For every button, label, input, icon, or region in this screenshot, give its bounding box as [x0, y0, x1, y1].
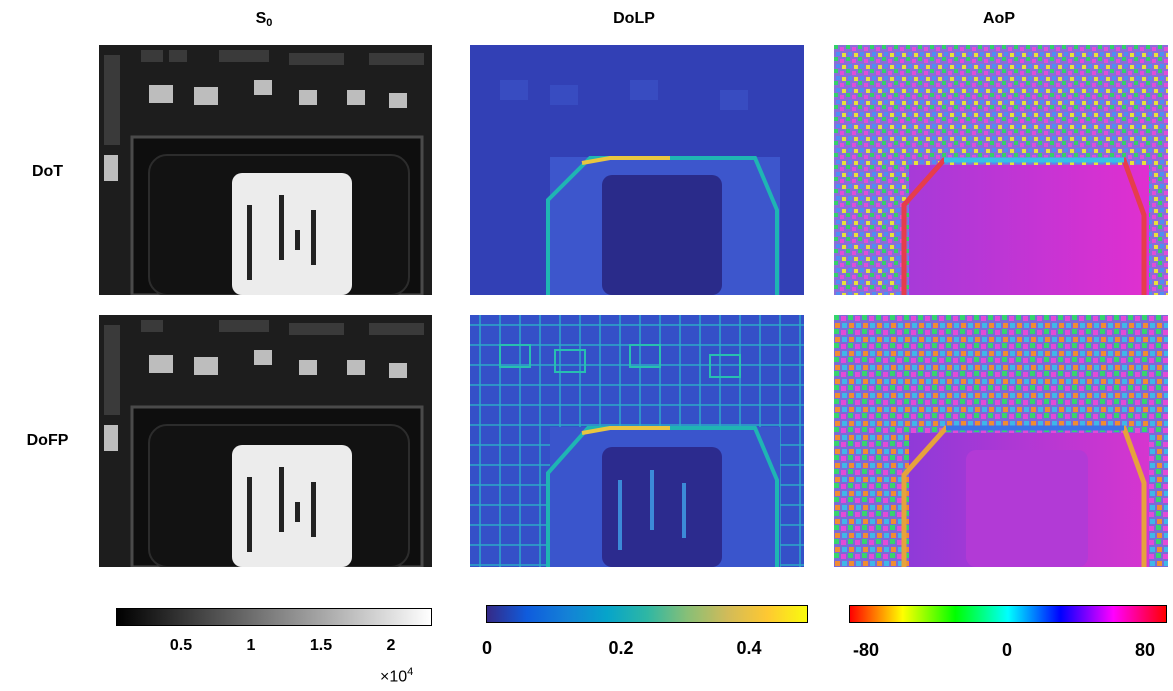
colorbar-aop: [849, 605, 1167, 623]
colorbar-s0-tick: 0.5: [169, 637, 193, 654]
colorbar-s0: [116, 608, 432, 626]
image-dot-dolp: [470, 45, 804, 295]
colorbar-dolp-tick: 0: [481, 638, 492, 658]
s0-title-subscript: 0: [266, 17, 273, 29]
multiplier-exponent: 4: [407, 666, 414, 678]
colorbar-s0-tick: 1.5: [309, 637, 333, 654]
image-dofp-s0: [99, 315, 432, 567]
colorbar-dolp: [486, 605, 808, 623]
colorbar-dolp-tick: 0.4: [736, 638, 762, 658]
colorbar-aop-tick: 80: [1134, 640, 1156, 660]
column-title-aop: AoP: [983, 10, 1015, 27]
row-label-dofp: DoFP: [26, 432, 69, 449]
colorbar-aop-tick: -80: [852, 640, 879, 660]
row-label-dot: DoT: [31, 163, 64, 180]
colorbar-s0-multiplier: ×104: [380, 666, 413, 686]
column-title-dolp: DoLP: [613, 10, 655, 27]
s0-title-base: S: [255, 10, 267, 27]
image-dofp-dolp: [470, 315, 804, 567]
colorbar-dolp-tick: 0.2: [608, 638, 634, 658]
colorbar-s0-tick: 2: [386, 637, 396, 654]
image-dot-s0: [99, 45, 432, 295]
column-title-s0: S0: [99, 10, 429, 29]
colorbar-aop-tick: 0: [1001, 640, 1012, 660]
multiplier-prefix: ×10: [380, 668, 408, 686]
image-dofp-aop: [834, 315, 1168, 567]
image-dot-aop: [834, 45, 1168, 295]
colorbar-s0-tick: 1: [246, 637, 256, 654]
